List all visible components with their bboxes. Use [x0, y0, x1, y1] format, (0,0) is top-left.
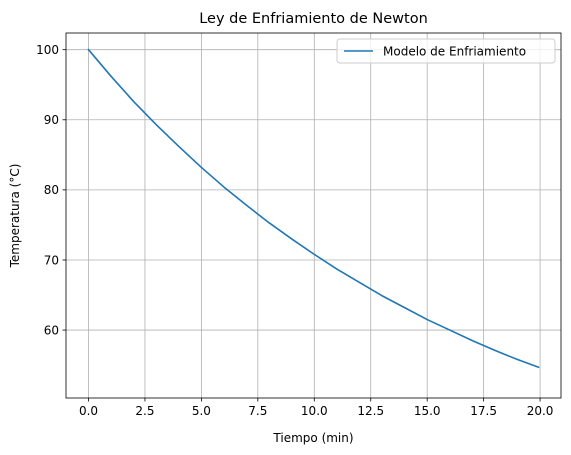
y-tick-label: 70: [44, 253, 59, 267]
x-tick-label: 17.5: [470, 404, 497, 418]
x-axis-label: Tiempo (min): [272, 431, 353, 445]
ticks: 0.0 2.5 5.0 7.5 10.0 12.5 15.0 17.5 20.0 60 70 80 90…: [36, 43, 553, 418]
y-tick-label: 60: [44, 323, 59, 337]
x-tick-label: 12.5: [357, 404, 384, 418]
y-tick-label: 80: [44, 183, 59, 197]
y-axis-label: Temperatura (°C): [8, 164, 22, 269]
x-tick-label: 7.5: [248, 404, 267, 418]
x-tick-label: 0.0: [79, 404, 98, 418]
legend: Modelo de Enfriamiento: [336, 38, 556, 64]
legend-label: Modelo de Enfriamiento: [383, 45, 526, 59]
x-tick-label: 5.0: [192, 404, 211, 418]
x-tick-label: 2.5: [135, 404, 154, 418]
chart-title: Ley de Enfriamiento de Newton: [199, 11, 428, 27]
x-tick-label: 20.0: [527, 404, 554, 418]
y-tick-label: 90: [44, 113, 59, 127]
series-layer: [87, 48, 540, 369]
series-line: [87, 48, 540, 369]
grid: [66, 33, 561, 398]
y-tick-label: 100: [36, 43, 59, 57]
x-tick-label: 15.0: [414, 404, 441, 418]
legend-box: [336, 38, 556, 64]
x-tick-label: 10.0: [301, 404, 328, 418]
axes-frame: [65, 32, 562, 399]
